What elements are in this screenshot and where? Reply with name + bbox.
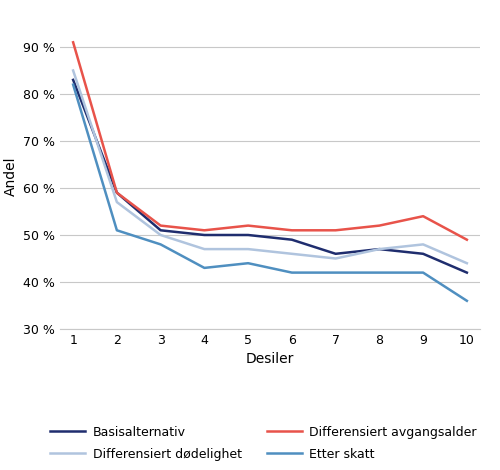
Y-axis label: Andel: Andel xyxy=(4,157,18,196)
X-axis label: Desiler: Desiler xyxy=(246,352,294,367)
Legend: Basisalternativ, Differensiert dødelighet, Differensiert avgangsalder, Etter ska: Basisalternativ, Differensiert dødelighe… xyxy=(45,421,482,466)
